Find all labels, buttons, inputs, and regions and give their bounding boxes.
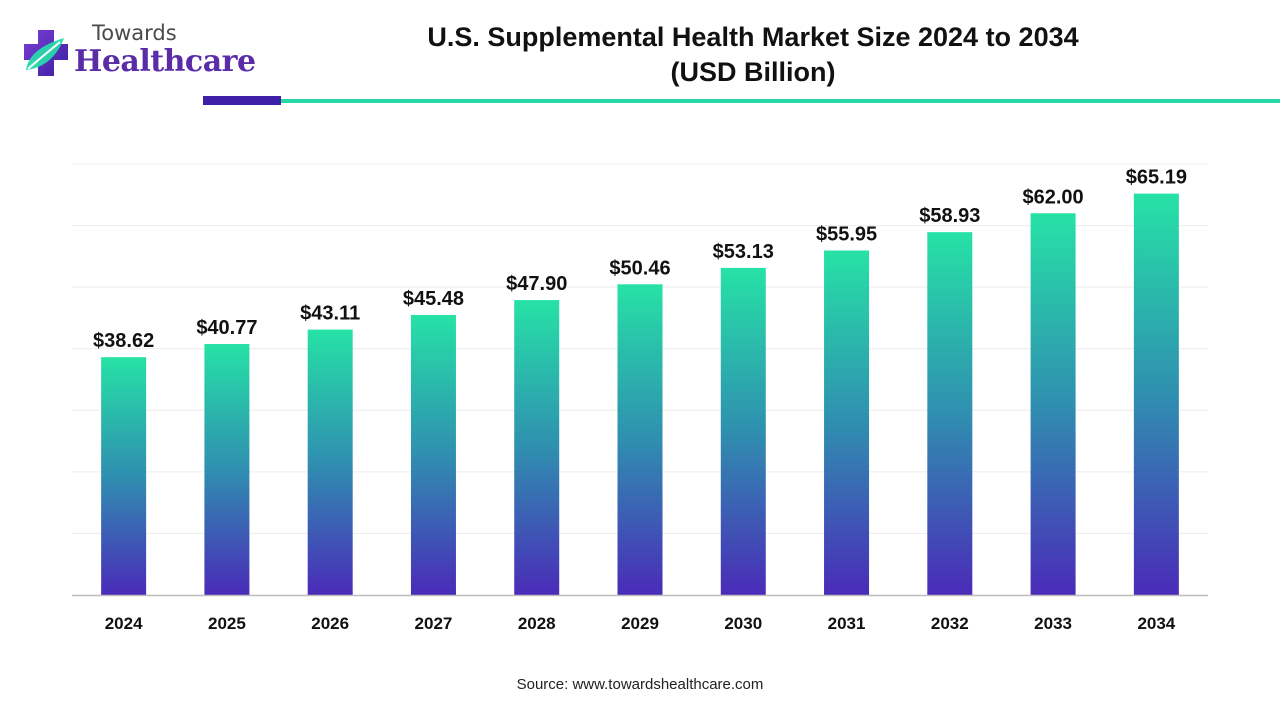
x-tick-2024: 2024 <box>105 614 143 633</box>
title-rule-green <box>281 99 1280 103</box>
value-label-2032: $58.93 <box>919 205 980 227</box>
bars <box>101 193 1179 596</box>
bar-2026 <box>307 329 353 595</box>
x-tick-labels: 2024 2025 2026 2027 2028 2029 2030 2031 2032 2033… <box>105 614 1176 633</box>
value-labels: $38.62 $40.77 $43.11 $45.48 $47.90 $50.46 $53.… <box>93 167 1187 353</box>
brand-line2: Healthcare <box>74 44 256 79</box>
bar-2024 <box>101 357 147 595</box>
chart-title: U.S. Supplemental Health Market Size 202… <box>300 20 1206 90</box>
value-label-2027: $45.48 <box>403 288 464 310</box>
value-label-2030: $53.13 <box>713 241 774 263</box>
x-tick-2029: 2029 <box>621 614 659 633</box>
brand-logo: Towards Healthcare <box>18 20 256 82</box>
value-label-2033: $62.00 <box>1023 186 1084 208</box>
bar-2028 <box>514 300 560 595</box>
bar-2033 <box>1030 213 1076 595</box>
x-tick-2026: 2026 <box>311 614 349 633</box>
x-tick-2030: 2030 <box>724 614 762 633</box>
title-line-1: U.S. Supplemental Health Market Size 202… <box>427 22 1079 52</box>
x-tick-2028: 2028 <box>518 614 556 633</box>
x-tick-2034: 2034 <box>1137 614 1175 633</box>
value-label-2034: $65.19 <box>1126 167 1187 189</box>
x-tick-2025: 2025 <box>208 614 246 633</box>
value-label-2026: $43.11 <box>300 303 360 325</box>
x-tick-2032: 2032 <box>931 614 969 633</box>
bar-2025 <box>204 343 250 595</box>
medical-cross-leaf-icon <box>24 30 68 76</box>
bar-2031 <box>824 250 870 595</box>
x-tick-2031: 2031 <box>828 614 866 633</box>
brand-line1: Towards <box>92 21 177 45</box>
bar-2029 <box>617 284 663 595</box>
bar-2030 <box>720 267 766 595</box>
title-line-2: (USD Billion) <box>670 57 836 87</box>
x-tick-2027: 2027 <box>415 614 453 633</box>
value-label-2025: $40.77 <box>196 317 257 339</box>
value-label-2028: $47.90 <box>506 273 567 295</box>
bar-2032 <box>927 232 973 595</box>
value-label-2031: $55.95 <box>816 224 877 246</box>
bar-2027 <box>410 314 456 595</box>
value-label-2029: $50.46 <box>609 257 670 279</box>
value-label-2024: $38.62 <box>93 330 154 352</box>
title-rule-purple <box>203 96 281 105</box>
bar-2034 <box>1133 193 1179 596</box>
source-note: Source: www.towardshealthcare.com <box>516 676 764 693</box>
x-tick-2033: 2033 <box>1034 614 1072 633</box>
